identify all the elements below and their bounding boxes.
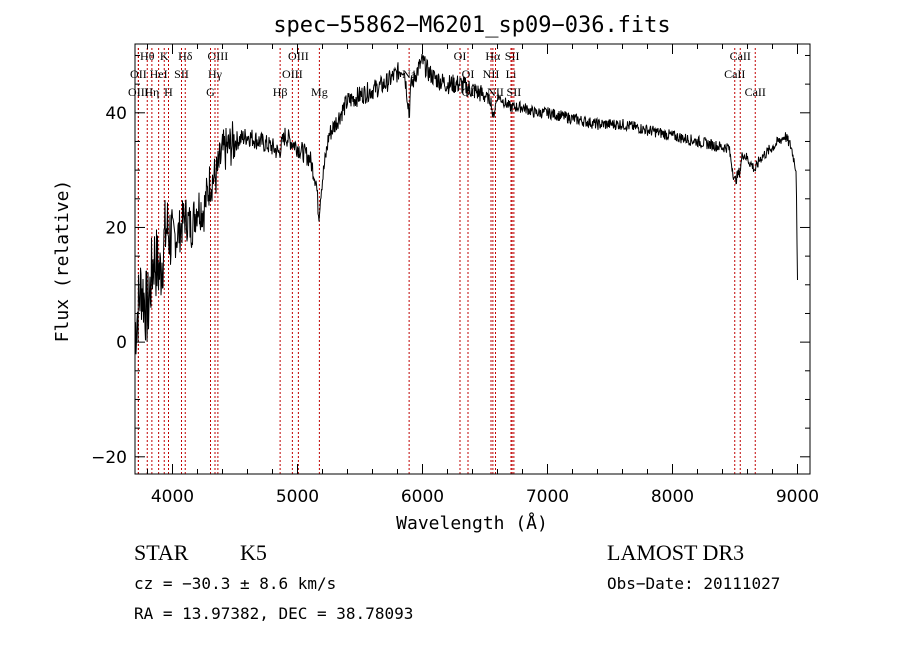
spectrum-line <box>135 54 798 354</box>
plot-frame <box>135 44 810 474</box>
line-label-13: OIII <box>282 67 303 81</box>
line-label-24: Li <box>506 67 517 81</box>
x-tick-label-5: 9000 <box>776 487 819 507</box>
line-label-5: Hη <box>144 85 159 99</box>
y-tick-label-0: −20 <box>91 448 127 468</box>
observation-date: Obs−Date: 20111027 <box>607 574 780 593</box>
x-tick-label-1: 5000 <box>276 487 319 507</box>
line-label-3: K <box>160 49 169 63</box>
line-label-25: SII <box>507 85 522 99</box>
line-label-27: CaII <box>724 67 745 81</box>
survey-name: LAMOST DR3 <box>607 540 744 566</box>
line-label-8: H <box>164 85 173 99</box>
ra-dec-coordinates: RA = 13.97382, DEC = 38.78093 <box>134 604 413 623</box>
line-label-17: OI <box>454 49 467 63</box>
line-label-6: Hδ <box>178 49 193 63</box>
y-axis-label: Flux (relative) <box>52 180 73 343</box>
line-label-28: CaII <box>745 85 766 99</box>
y-tick-label-2: 20 <box>105 218 127 238</box>
line-label-7: SII <box>174 67 189 81</box>
line-label-11: G <box>206 85 215 99</box>
x-axis-label: Wavelength (Å) <box>396 512 548 534</box>
line-label-15: Mg <box>311 85 328 99</box>
line-label-20: Hα <box>485 49 501 63</box>
line-label-12: OIII <box>288 49 309 63</box>
line-label-14: Hβ <box>273 85 288 99</box>
axis-ticks: 4000 5000 6000 7000 8000 9000 −20 0 20 40 <box>91 44 819 507</box>
line-label-0: Hθ <box>140 49 155 63</box>
chart-title: spec−55862−M6201_sp09−036.fits <box>273 13 670 38</box>
line-label-26: CaII <box>730 49 751 63</box>
line-label-23: SII <box>505 49 520 63</box>
x-tick-label-3: 7000 <box>526 487 569 507</box>
redshift-cz: cz = −30.3 ± 8.6 km/s <box>134 574 336 593</box>
line-label-21: NII <box>483 67 500 81</box>
y-tick-label-3: 40 <box>105 104 127 124</box>
y-tick-label-1: 0 <box>116 333 127 353</box>
object-subclass: K5 <box>240 540 267 566</box>
line-label-22: NII <box>487 85 504 99</box>
x-tick-label-4: 8000 <box>651 487 694 507</box>
object-class: STAR <box>134 540 188 566</box>
x-tick-label-2: 6000 <box>401 487 444 507</box>
x-tick-label-0: 4000 <box>151 487 194 507</box>
